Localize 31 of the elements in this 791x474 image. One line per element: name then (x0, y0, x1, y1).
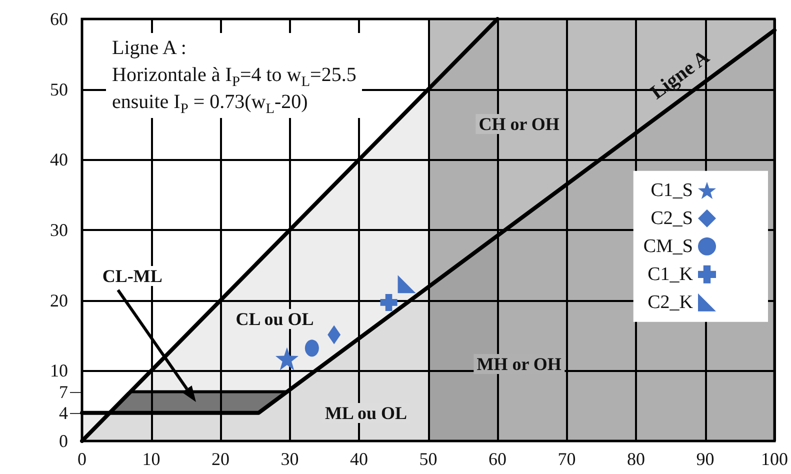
annotation: MH or OH (474, 354, 564, 374)
x-tick-label: 50 (419, 449, 438, 469)
x-tick-label: 100 (761, 449, 788, 469)
x-tick-label: 40 (350, 449, 368, 469)
annotation: CL ou OL (232, 309, 317, 330)
annotation: CH or OH (476, 114, 562, 134)
legend-label: C1_K (648, 264, 694, 285)
legend-label: C2_K (648, 292, 694, 313)
x-tick-label: 80 (627, 449, 645, 469)
x-tick-label: 10 (142, 449, 160, 469)
legend-label: C2_S (650, 208, 693, 229)
x-tick-label: 70 (558, 449, 576, 469)
y-tick-label: 30 (50, 220, 68, 240)
y-tick-label: 50 (50, 79, 68, 100)
y-tick-label: 60 (50, 9, 68, 29)
x-tick-label: 60 (488, 449, 506, 469)
y-tick-label: 7 (59, 382, 68, 402)
annotation: ML ou OL (322, 403, 410, 424)
y-tick-label: 0 (59, 431, 68, 451)
y-tick-label: 20 (50, 290, 68, 310)
x-tick-label: 30 (280, 449, 299, 469)
x-tick-label: 90 (696, 449, 714, 469)
text: Ligne A : Horizontale à I$_{P}$=4 to w$_{L}$=25.5 ensuite I$_{P}$ = 0.73(w$_{L}$-20) (112, 37, 356, 118)
legend-label: C1_S (650, 180, 693, 201)
y-tick-label: 4 (59, 402, 68, 423)
y-tick-label: 10 (50, 360, 68, 381)
text: CL-ML (99, 266, 166, 286)
legend-label: CM_S (643, 236, 693, 257)
x-tick-label: 0 (78, 449, 86, 469)
x-tick-label: 20 (212, 449, 230, 469)
y-tick-label: 40 (50, 150, 68, 170)
